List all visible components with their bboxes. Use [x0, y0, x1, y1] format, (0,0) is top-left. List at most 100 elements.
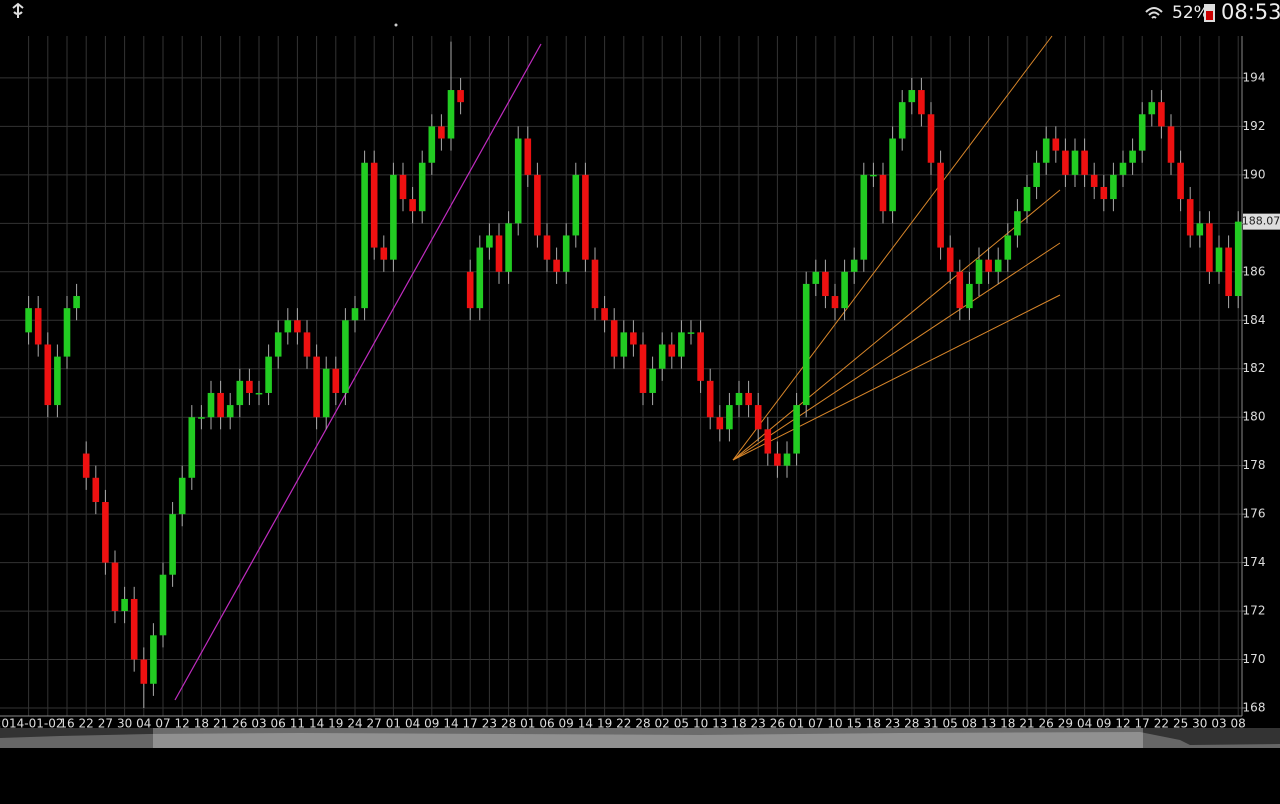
x-tick-label: 28 — [635, 717, 650, 731]
y-tick-label: 192 — [1243, 119, 1266, 133]
candle-body — [553, 259, 560, 272]
x-tick-label: 10 — [693, 717, 708, 731]
x-tick-label: 19 — [328, 717, 343, 731]
x-tick-label: 26 — [1039, 717, 1054, 731]
candle-body — [226, 405, 234, 418]
candle-body — [937, 162, 944, 248]
candle-body — [198, 417, 205, 419]
x-tick-label: 01 — [789, 717, 804, 731]
candle-body — [409, 199, 416, 212]
x-tick-label: 01 — [386, 717, 401, 731]
candle-body — [572, 174, 580, 236]
x-tick-label: 31 — [923, 717, 938, 731]
candle-body — [630, 332, 637, 345]
x-tick-label: 14 — [309, 717, 324, 731]
clock: 08:53 — [1221, 0, 1280, 24]
candle-body — [764, 429, 772, 454]
candle-body — [610, 320, 618, 357]
candle-body — [745, 392, 752, 406]
candle-body — [1177, 162, 1184, 200]
y-tick-label: 194 — [1243, 70, 1266, 84]
y-tick-label: 186 — [1243, 264, 1266, 278]
candle-body — [73, 296, 80, 309]
x-tick-label: 26 — [770, 717, 785, 731]
candle-body — [322, 368, 330, 418]
candle-body — [34, 308, 42, 345]
y-tick-label: 172 — [1243, 604, 1266, 618]
candle-body — [1129, 150, 1136, 163]
candle-body — [246, 380, 253, 393]
x-tick-label: 23 — [885, 717, 900, 731]
candle-body — [1014, 211, 1021, 236]
candle-body — [726, 405, 733, 430]
x-tick-label: 11 — [290, 717, 305, 731]
x-tick-label: 05 — [943, 717, 958, 731]
fan-line — [732, 35, 1053, 461]
x-tick-label: 19 — [597, 717, 612, 731]
candle-body — [1052, 138, 1060, 151]
candle-body — [956, 271, 964, 309]
x-tick-label: 18 — [194, 717, 209, 731]
x-tick-label: 04 — [405, 717, 420, 731]
candle-body — [361, 162, 368, 309]
candle-body — [774, 453, 781, 466]
candle-body — [639, 344, 647, 393]
x-tick-label: 28 — [904, 717, 919, 731]
x-tick-label: 28 — [501, 717, 516, 731]
candle-body — [620, 332, 628, 357]
candle-body — [1081, 150, 1088, 175]
candle-body — [150, 635, 157, 684]
candle-body — [207, 392, 215, 418]
candle-body — [169, 514, 176, 575]
navigator-area — [0, 732, 1280, 748]
y-tick-label: 168 — [1243, 701, 1266, 715]
x-tick-label: 18 — [1000, 717, 1015, 731]
x-tick-label: 06 — [539, 717, 554, 731]
fan-line — [732, 189, 1061, 461]
x-tick-label: 04 — [136, 717, 151, 731]
x-tick-label: 09 — [424, 717, 439, 731]
candle-body — [428, 126, 436, 163]
navigator-window[interactable] — [153, 728, 1143, 748]
x-tick-label: 22 — [1154, 717, 1169, 731]
y-tick-label: 174 — [1243, 555, 1266, 569]
candle-body — [121, 598, 128, 612]
candle-body — [390, 174, 397, 260]
x-tick-label: 18 — [866, 717, 881, 731]
candle-body — [697, 332, 704, 381]
candle-body — [1206, 223, 1213, 272]
fan-line — [732, 294, 1061, 461]
candle-body — [822, 271, 829, 297]
candle-body — [735, 392, 743, 406]
candle-body — [678, 332, 685, 357]
candle-body — [918, 90, 925, 115]
candle-body — [534, 174, 541, 236]
x-tick-label: 04 — [1077, 717, 1092, 731]
dot — [394, 23, 398, 27]
candle-body — [130, 598, 138, 660]
x-tick-label: 24 — [347, 717, 362, 731]
candle-body — [418, 162, 426, 212]
candle-body — [1215, 247, 1223, 272]
candle-body — [1138, 114, 1146, 151]
candle-body — [870, 174, 877, 177]
x-tick-label: 30 — [1192, 717, 1207, 731]
candle-body — [966, 283, 973, 309]
x-tick-label: 18 — [731, 717, 746, 731]
x-tick-label: 06 — [271, 717, 286, 731]
candle-body — [486, 235, 493, 248]
candle-body — [351, 308, 359, 321]
candle-body — [82, 453, 90, 478]
x-tick-label: 08 — [1231, 717, 1246, 731]
candle-body — [802, 283, 810, 406]
candle-body — [1023, 186, 1031, 212]
x-tick-label: 30 — [117, 717, 132, 731]
x-tick-label: 25 — [1173, 717, 1188, 731]
candle-body — [140, 659, 148, 684]
candle-body — [332, 368, 340, 393]
candle-body — [1042, 138, 1050, 163]
battery-level — [1206, 11, 1213, 20]
candle-body — [927, 114, 935, 163]
x-tick-label: 17 — [463, 717, 478, 731]
x-tick-label: 10 — [827, 717, 842, 731]
